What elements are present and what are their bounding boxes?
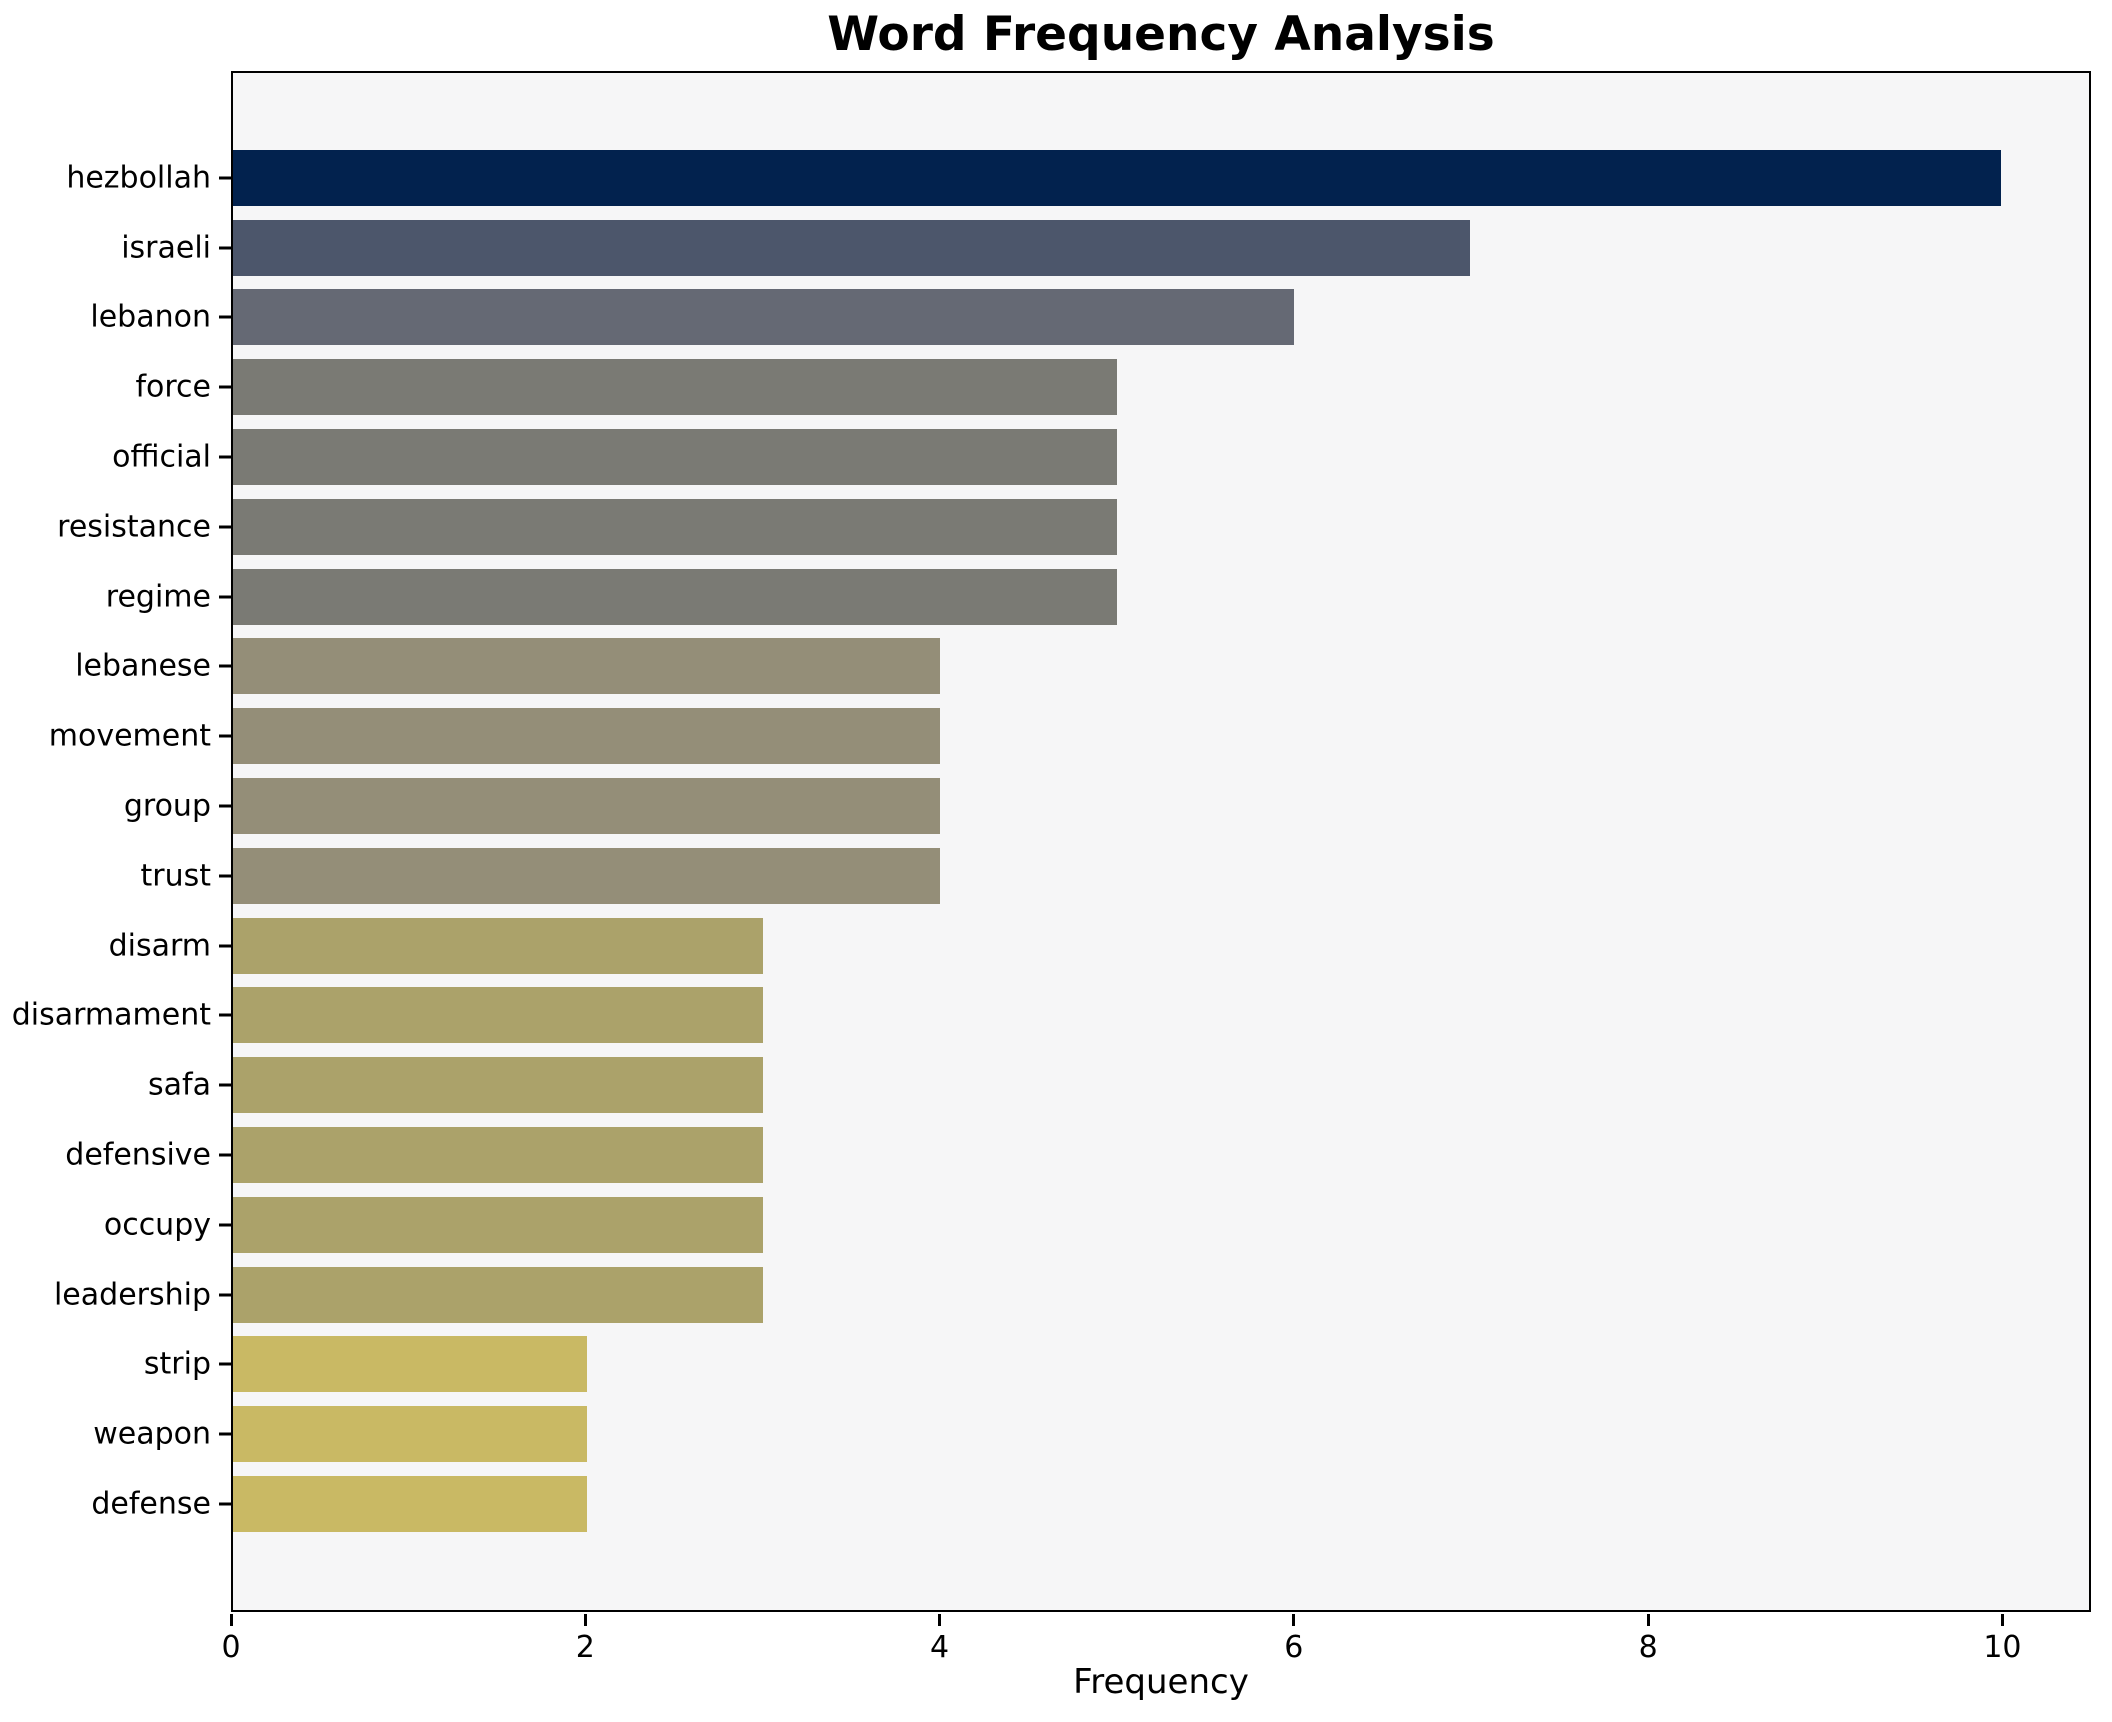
frequency-bar — [233, 429, 1117, 486]
bar-row: movement — [49, 701, 2089, 771]
category-label: disarmament — [11, 997, 211, 1033]
y-tick-mark — [219, 315, 231, 319]
x-tick-label: 10 — [1983, 1630, 2022, 1665]
y-tick-mark — [219, 874, 231, 878]
x-axis-label: Frequency — [1073, 1662, 1249, 1702]
y-tick-mark — [219, 1293, 231, 1297]
y-tick-mark — [219, 664, 231, 668]
category-label: leadership — [53, 1277, 211, 1313]
x-tick-label: 0 — [221, 1630, 241, 1665]
y-tick-mark — [219, 1153, 231, 1157]
frequency-bar — [233, 219, 1471, 276]
bar-row: force — [135, 352, 2089, 422]
x-tick-label: 4 — [930, 1630, 950, 1665]
y-tick-mark — [219, 804, 231, 808]
y-tick-mark — [219, 385, 231, 389]
y-tick-mark — [219, 734, 231, 738]
chart-title: Word Frequency Analysis — [827, 7, 1495, 62]
bar-row: israeli — [121, 213, 2089, 283]
bar-row: trust — [140, 841, 2089, 911]
x-tick-label: 2 — [575, 1630, 595, 1665]
bar-row: hezbollah — [66, 143, 2089, 213]
category-label: strip — [143, 1346, 211, 1382]
bar-row: resistance — [57, 492, 2089, 562]
frequency-bar — [233, 847, 941, 904]
x-tick-mark — [229, 1614, 233, 1626]
plot-area: hezbollah israeli lebanon force official resi… — [12, 71, 2091, 1612]
frequency-bar — [233, 1127, 764, 1184]
y-tick-mark — [219, 455, 231, 459]
frequency-bar — [233, 1336, 587, 1393]
frequency-bar — [233, 498, 1117, 555]
y-tick-mark — [219, 1223, 231, 1227]
category-label: lebanese — [75, 648, 211, 684]
category-label: weapon — [93, 1416, 211, 1452]
frequency-bar — [233, 359, 1117, 416]
y-tick-mark — [219, 1432, 231, 1436]
category-label: disarm — [108, 928, 211, 964]
category-label: group — [123, 788, 211, 824]
category-label: occupy — [103, 1207, 211, 1243]
category-label: regime — [105, 579, 211, 615]
bar-row: occupy — [104, 1190, 2089, 1260]
frequency-bar — [233, 987, 764, 1044]
frequency-bar — [233, 708, 941, 765]
bar-row: defense — [91, 1469, 2089, 1539]
x-tick-mark — [1292, 1614, 1296, 1626]
x-tick-mark — [1646, 1614, 1650, 1626]
bar-row: defensive — [65, 1120, 2089, 1190]
category-label: official — [112, 439, 211, 475]
bar-row: safa — [148, 1050, 2089, 1120]
x-tick-label: 6 — [1284, 1630, 1304, 1665]
y-tick-mark — [219, 1013, 231, 1017]
bar-row: lebanese — [75, 632, 2089, 702]
bar-row: disarm — [109, 911, 2089, 981]
frequency-bar — [233, 1476, 587, 1533]
frequency-bar — [233, 917, 764, 974]
category-label: movement — [48, 718, 211, 754]
category-label: israeli — [121, 230, 211, 266]
x-tick-mark — [583, 1614, 587, 1626]
x-tick-mark — [2000, 1614, 2004, 1626]
y-tick-mark — [219, 1362, 231, 1366]
bar-row: lebanon — [90, 283, 2089, 353]
bar-row: disarmament — [12, 981, 2089, 1051]
bar-row: group — [124, 771, 2089, 841]
bar-row: leadership — [54, 1260, 2089, 1330]
y-tick-mark — [219, 176, 231, 180]
y-tick-mark — [219, 525, 231, 529]
category-label: resistance — [57, 509, 211, 545]
x-tick-mark — [938, 1614, 942, 1626]
frequency-bar — [233, 778, 941, 835]
frequency-bar — [233, 1057, 764, 1114]
frequency-bar — [233, 289, 1294, 346]
y-tick-mark — [219, 595, 231, 599]
bars-area: hezbollah israeli lebanon force official resi… — [12, 73, 2089, 1610]
category-label: hezbollah — [66, 160, 211, 196]
category-label: safa — [148, 1067, 211, 1103]
y-tick-mark — [219, 1502, 231, 1506]
category-label: lebanon — [90, 299, 211, 335]
bar-row: strip — [144, 1330, 2089, 1400]
bar-row: official — [112, 422, 2089, 492]
frequency-bar — [233, 638, 941, 695]
frequency-bar — [233, 1266, 764, 1323]
y-tick-mark — [219, 944, 231, 948]
category-label: trust — [140, 858, 211, 894]
category-label: force — [135, 369, 211, 405]
category-label: defensive — [65, 1137, 211, 1173]
frequency-bar — [233, 149, 2001, 206]
y-tick-mark — [219, 1083, 231, 1087]
frequency-bar — [233, 1196, 764, 1253]
category-label: defense — [91, 1486, 211, 1522]
bar-row: regime — [106, 562, 2089, 632]
y-tick-mark — [219, 246, 231, 250]
bar-row: weapon — [93, 1399, 2089, 1469]
x-tick-label: 8 — [1638, 1630, 1658, 1665]
frequency-bar — [233, 1406, 587, 1463]
frequency-bar — [233, 568, 1117, 625]
